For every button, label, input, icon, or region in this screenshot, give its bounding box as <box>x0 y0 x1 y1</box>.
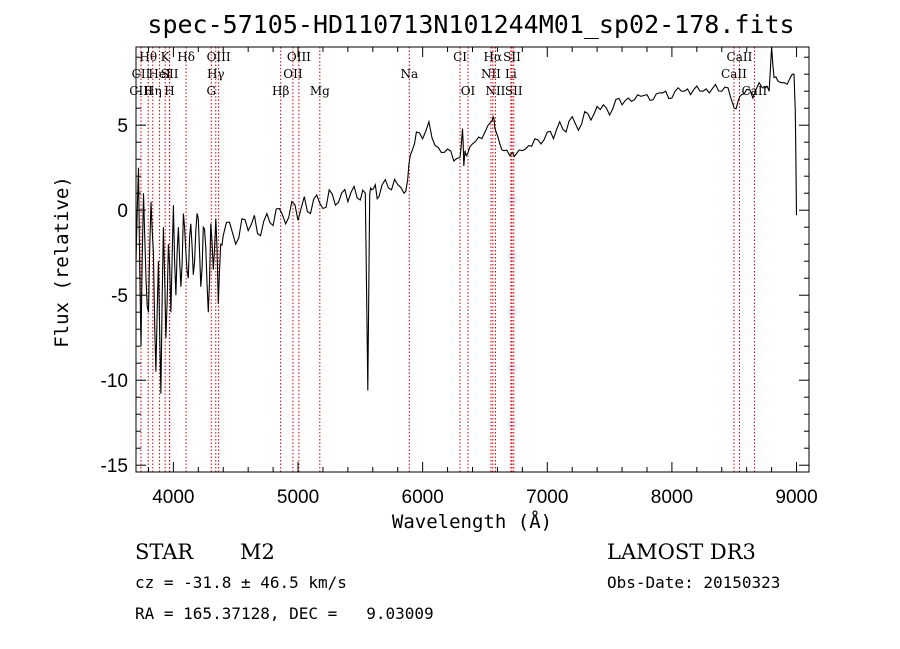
x-axis: 4000 5000 6000 7000 8000 9000 <box>147 47 818 508</box>
spectral-line-label: Hα <box>484 50 503 64</box>
spectral-line-label: SII <box>161 67 179 81</box>
x-tick-label: 8000 <box>651 487 693 508</box>
spectral-line-label: OII <box>283 67 303 81</box>
spectral-line-label: Hγ <box>207 67 225 81</box>
spectral-line-label: CaII <box>721 67 747 81</box>
spectral-line-label: Hθ <box>139 50 157 64</box>
y-axis: -15 -10 -5 0 5 <box>101 56 809 477</box>
spectral-line-label: OIII <box>287 50 311 64</box>
x-tick-label: 9000 <box>775 487 817 508</box>
spectral-line-label: CIII <box>129 84 153 98</box>
y-tick-label: 0 <box>117 201 128 222</box>
y-tick-label: -10 <box>101 371 128 392</box>
x-tick-label: 4000 <box>152 487 194 508</box>
x-tick-label: 7000 <box>526 487 568 508</box>
y-tick-label: -5 <box>111 286 128 307</box>
object-subclass: M2 <box>240 540 275 564</box>
spectral-line-label: H <box>164 84 174 98</box>
spectral-line-label: SII <box>503 50 521 64</box>
y-tick-label: 5 <box>117 116 128 137</box>
chart-title: spec-57105-HD110713N101244M01_sp02-178.f… <box>147 10 794 39</box>
spectral-line-label: G <box>206 84 216 98</box>
spectral-lines-layer <box>140 47 755 472</box>
series-layer <box>135 46 798 394</box>
spectral-line-label: OIII <box>207 50 231 64</box>
spectral-line-label: Li <box>505 67 517 81</box>
spectral-line-label: CI <box>453 50 467 64</box>
obs-date: Obs-Date: 20150323 <box>607 573 780 592</box>
spectral-line-label: SII <box>505 84 523 98</box>
x-axis-label: Wavelength (Å) <box>392 510 552 533</box>
spectral-line-label: CaII <box>741 84 767 98</box>
y-tick-label: -15 <box>101 456 128 477</box>
spectrum-line <box>135 46 798 394</box>
object-class: STAR <box>135 540 194 564</box>
x-tick-label: 5000 <box>277 487 319 508</box>
spectral-line-label: Na <box>400 67 418 81</box>
spectral-line-label: CaII <box>727 50 753 64</box>
y-axis-label: Flux (relative) <box>51 176 73 348</box>
survey-name: LAMOST DR3 <box>607 540 756 564</box>
coordinates: RA = 165.37128, DEC = 9.03009 <box>135 604 434 623</box>
spectral-line-label: HeI <box>148 67 171 81</box>
spectral-line-label: Hβ <box>272 84 289 98</box>
spectral-line-label: NII <box>481 67 501 81</box>
spectral-line-label: Hδ <box>177 50 195 64</box>
x-tick-label: 6000 <box>402 487 444 508</box>
spectral-line-label: NII <box>485 84 505 98</box>
redshift-cz: cz = -31.8 ± 46.5 km/s <box>135 573 347 592</box>
spectral-line-label: OI <box>461 84 476 98</box>
plot-frame <box>135 46 810 473</box>
spectral-line-label: Mg <box>310 84 330 98</box>
spectral-line-label: Hη <box>144 84 162 98</box>
spectral-line-label: K <box>161 50 171 64</box>
